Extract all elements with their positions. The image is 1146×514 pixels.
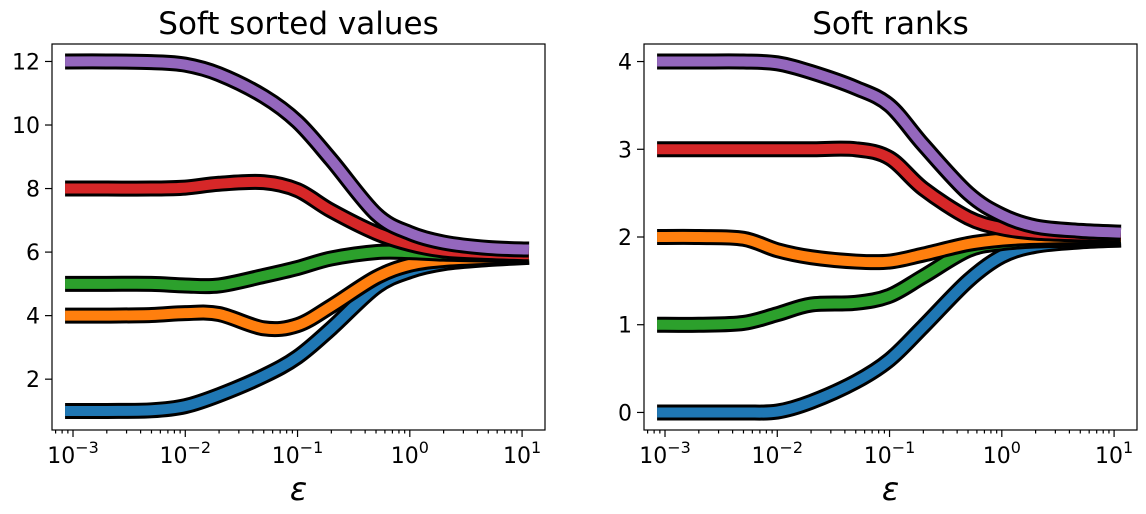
x-axis-label: ε: [882, 470, 899, 508]
x-tick-label: 100: [391, 438, 429, 469]
chart-title: Soft ranks: [812, 6, 969, 42]
y-tick-label: 3: [618, 138, 632, 163]
y-tick-label: 1: [618, 314, 632, 339]
y-tick-label: 8: [26, 178, 40, 203]
y-tick-label: 10: [12, 114, 40, 139]
x-axis-label: ε: [290, 470, 307, 508]
x-tick-label: 10−2: [751, 438, 803, 469]
y-tick-label: 4: [26, 305, 40, 330]
y-tick-label: 4: [618, 51, 632, 76]
y-tick-label: 2: [618, 226, 632, 251]
y-tick-label: 0: [618, 401, 632, 426]
y-tick-label: 2: [26, 368, 40, 393]
y-tick-label: 6: [26, 241, 40, 266]
y-tick-label: 12: [12, 50, 40, 75]
series-outline-purple: [65, 53, 530, 258]
chart-title: Soft sorted values: [158, 6, 438, 42]
axes-frame: [51, 43, 546, 431]
x-tick-label: 10−1: [272, 438, 324, 469]
series-group: [657, 53, 1122, 421]
x-tick-label: 10−2: [159, 438, 211, 469]
x-tick-label: 100: [983, 438, 1021, 469]
series-group: [65, 53, 530, 419]
series-line-purple: [657, 56, 1122, 238]
series-line-purple: [65, 56, 530, 255]
x-tick-label: 10−1: [864, 438, 916, 469]
x-tick-label: 101: [1095, 438, 1133, 469]
x-tick-label: 101: [503, 438, 541, 469]
x-tick-label: 10−3: [47, 438, 99, 469]
x-tick-label: 10−3: [639, 438, 691, 469]
